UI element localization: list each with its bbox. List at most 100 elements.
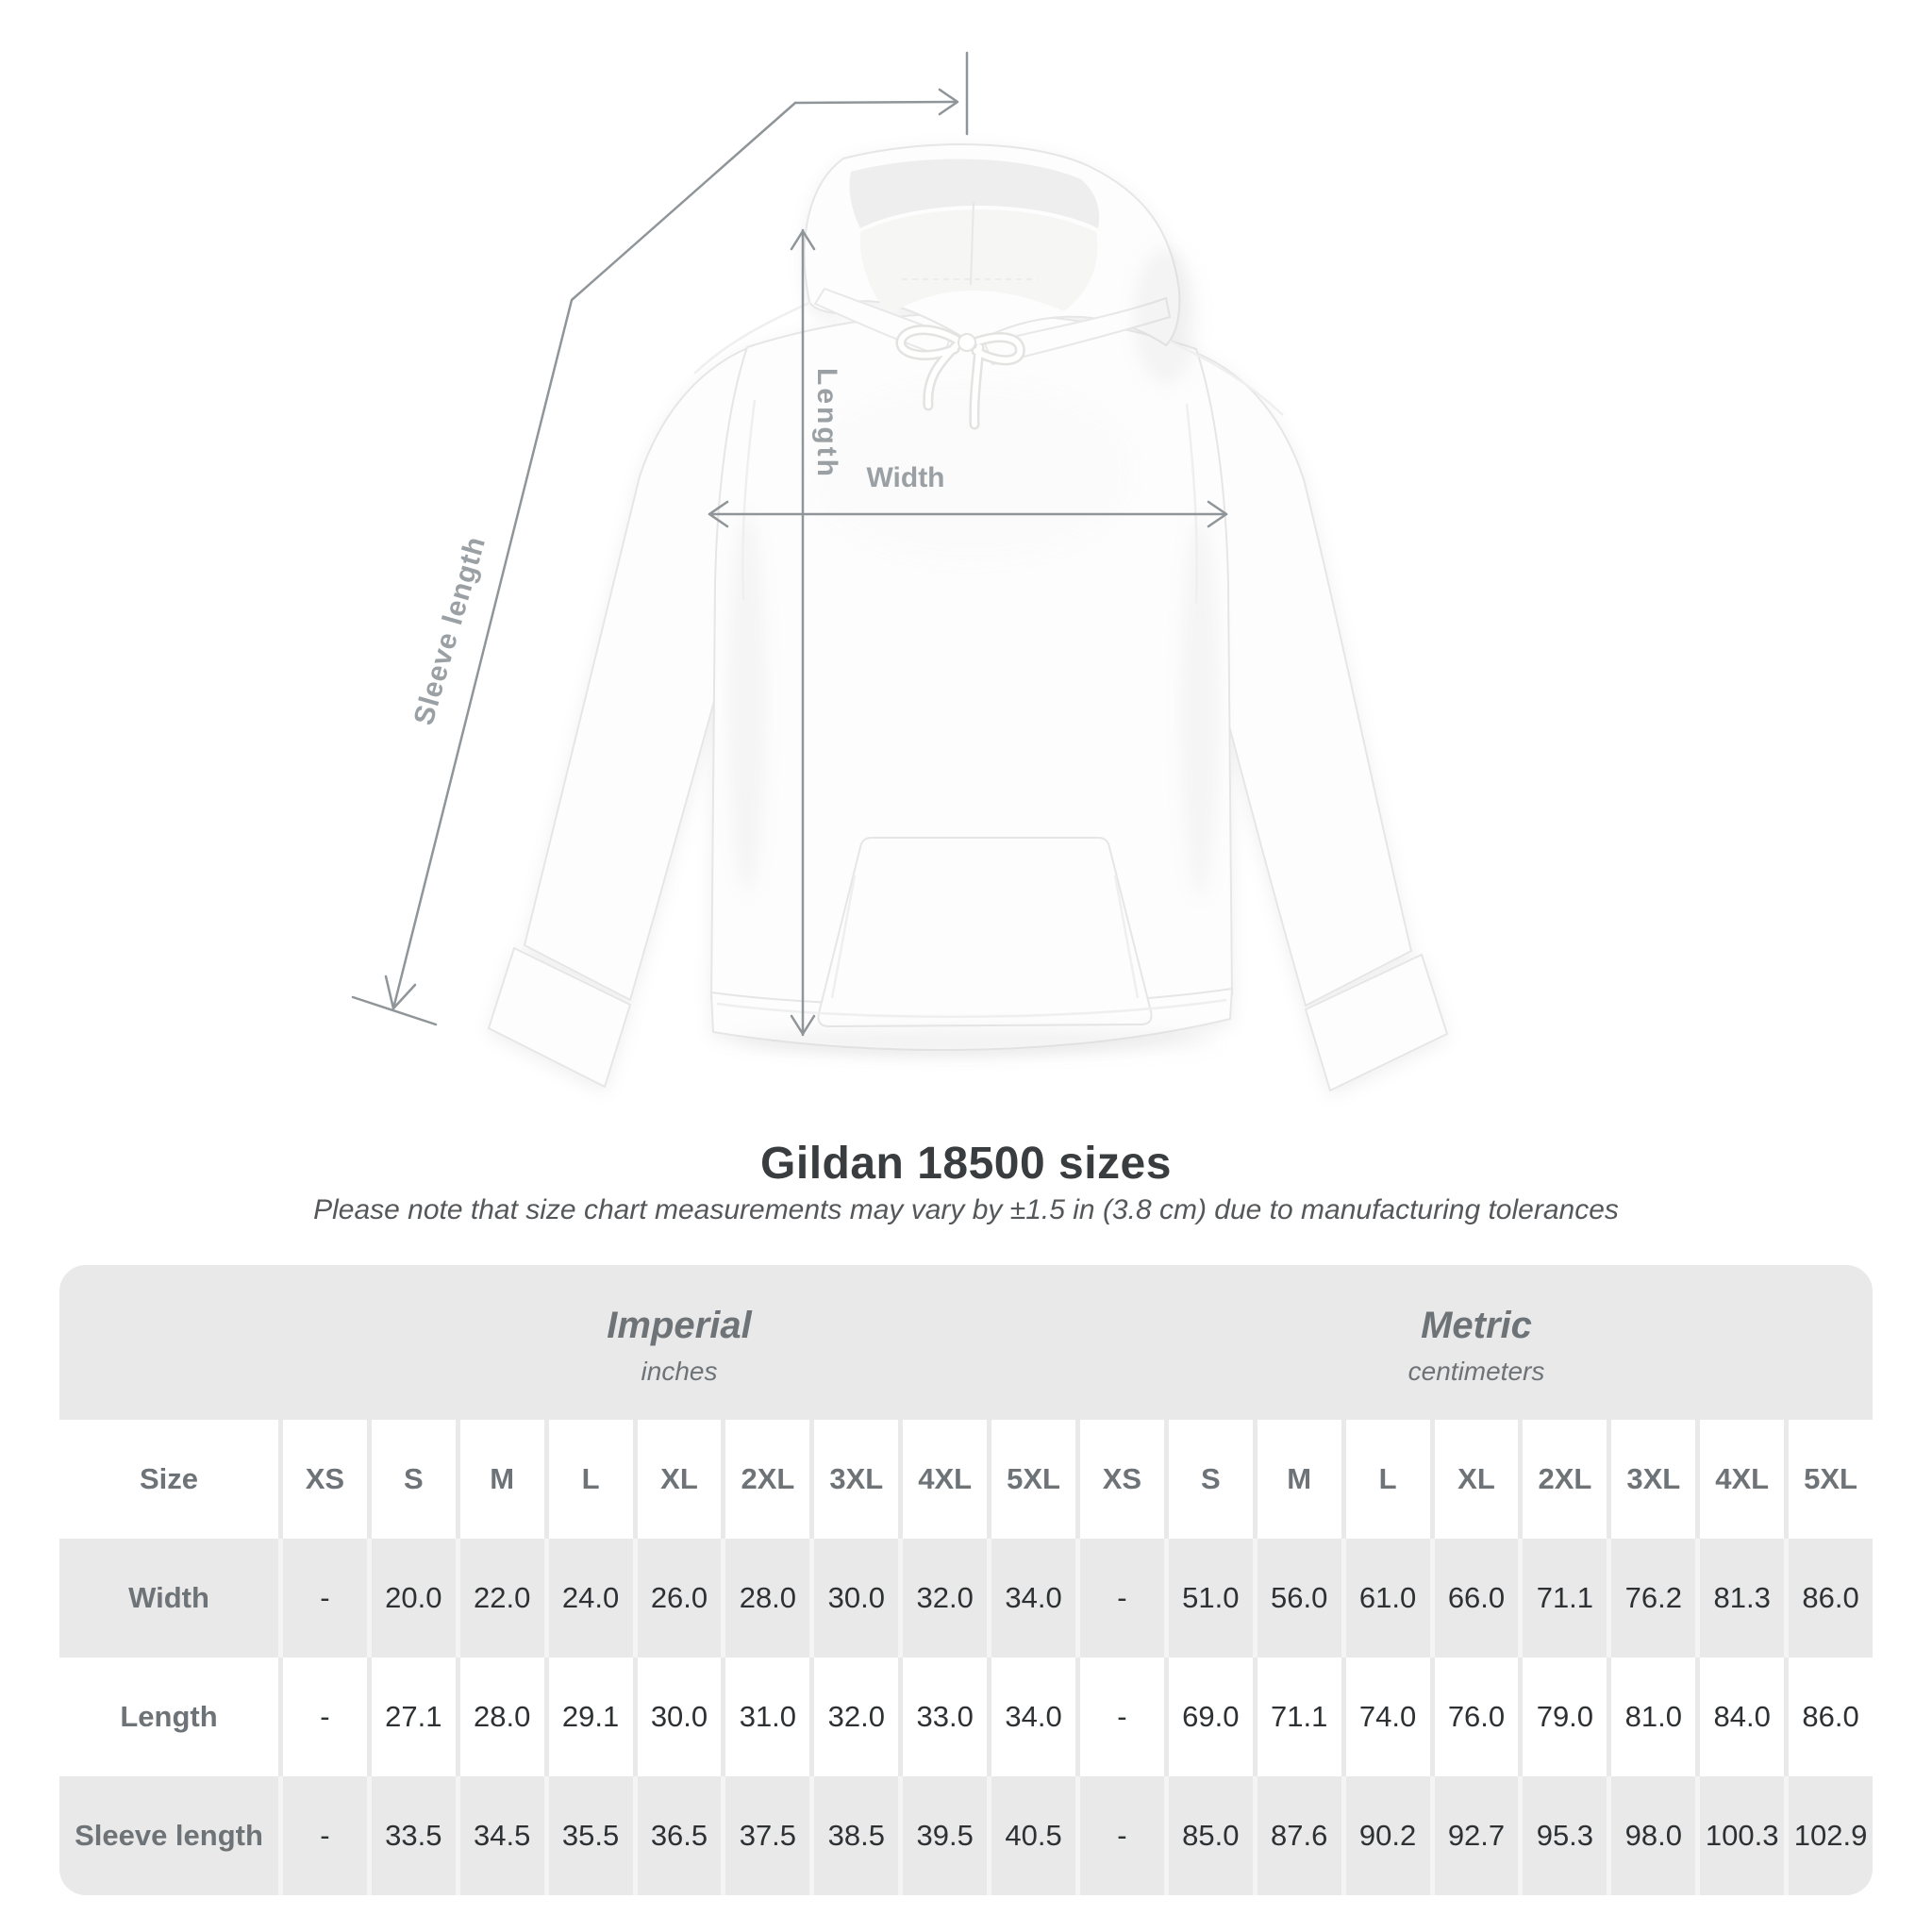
imperial-sublabel: inches	[641, 1356, 718, 1386]
column-header-imperial-5xl: 5XL	[991, 1420, 1075, 1539]
value-cell: -	[1079, 1657, 1164, 1776]
sleeve-end-arrowhead	[384, 974, 417, 1010]
column-header-imperial-s: S	[371, 1420, 456, 1539]
value-cell: 84.0	[1700, 1657, 1785, 1776]
value-cell: 20.0	[371, 1539, 456, 1657]
value-cell: -	[283, 1657, 367, 1776]
value-cell: 32.0	[814, 1657, 899, 1776]
value-cell: 102.9	[1789, 1776, 1873, 1895]
drawcord-bow	[895, 325, 1025, 430]
soft-shadows	[728, 248, 1219, 1054]
column-header-imperial-xl: XL	[637, 1420, 722, 1539]
value-cell: 87.6	[1257, 1776, 1341, 1895]
value-cell: 51.0	[1168, 1539, 1253, 1657]
measurement-row-width: Width -20.0 22.0 24.0 26.0 28.0 30.0 32.0 34.0-5…	[59, 1539, 1873, 1657]
value-cell: -	[1079, 1776, 1164, 1895]
sleeve-length-line	[391, 101, 797, 1010]
value-cell: 76.0	[1434, 1657, 1519, 1776]
value-cell: 30.0	[637, 1657, 722, 1776]
sleeve-length-leader	[793, 100, 958, 105]
value-cell: 33.5	[371, 1776, 456, 1895]
hood-back-panel	[859, 209, 1098, 315]
pocket-right-stitch	[1113, 874, 1140, 999]
column-header-metric-m: M	[1257, 1420, 1341, 1539]
value-cell: 28.0	[725, 1539, 810, 1657]
size-table: Imperial inches Metric centimeters Size X…	[59, 1265, 1873, 1895]
table-rows: Size XS S M L XL 2XL 3XL 4XL 5XL XS S M L XL 2XL 3XL 4XL 5…	[59, 1420, 1873, 1895]
column-header-imperial-l: L	[548, 1420, 633, 1539]
value-cell: 79.0	[1523, 1657, 1607, 1776]
width-right-arrowhead	[1207, 500, 1228, 528]
left-shoulder-seam	[693, 300, 812, 375]
value-cell: 34.0	[991, 1657, 1075, 1776]
value-cell: 86.0	[1789, 1539, 1873, 1657]
column-header-metric-xl: XL	[1434, 1420, 1519, 1539]
value-cell: 81.0	[1611, 1657, 1696, 1776]
value-cell: 37.5	[725, 1776, 810, 1895]
column-header-imperial-xs: XS	[283, 1420, 367, 1539]
size-header-row: Size XS S M L XL 2XL 3XL 4XL 5XL XS S M L XL 2XL 3XL 4XL 5…	[59, 1420, 1873, 1539]
value-cell: 35.5	[548, 1776, 633, 1895]
column-header-metric-4xl: 4XL	[1700, 1420, 1785, 1539]
measurement-row-length: Length -27.1 28.0 29.1 30.0 31.0 32.0 33.0 34.0-…	[59, 1657, 1873, 1776]
column-header-metric-2xl: 2XL	[1523, 1420, 1607, 1539]
hoodie-diagram	[351, 51, 1448, 1091]
hood-interior	[813, 158, 1172, 366]
value-cell: 81.3	[1700, 1539, 1785, 1657]
value-cell: 32.0	[903, 1539, 988, 1657]
column-header-metric-xs: XS	[1079, 1420, 1164, 1539]
value-cell: 34.0	[991, 1539, 1075, 1657]
value-cell: 61.0	[1345, 1539, 1430, 1657]
value-cell: 39.5	[903, 1776, 988, 1895]
value-cell: -	[283, 1539, 367, 1657]
hoodie-left-cuff	[488, 947, 631, 1088]
value-cell: 92.7	[1434, 1776, 1519, 1895]
row-label: Sleeve length	[59, 1776, 278, 1895]
value-cell: 27.1	[371, 1657, 456, 1776]
metric-group-header: Metric centimeters	[1080, 1265, 1873, 1420]
value-cell: 76.2	[1611, 1539, 1696, 1657]
imperial-group-header: Imperial inches	[283, 1265, 1075, 1420]
metric-sublabel: centimeters	[1407, 1356, 1545, 1386]
column-header-metric-5xl: 5XL	[1789, 1420, 1873, 1539]
width-left-arrowhead	[708, 500, 729, 528]
measurement-lines	[351, 51, 1228, 1037]
value-cell: 40.5	[991, 1776, 1075, 1895]
value-cell: 29.1	[548, 1657, 633, 1776]
value-cell: 98.0	[1611, 1776, 1696, 1895]
value-cell: 74.0	[1345, 1657, 1430, 1776]
value-cell: 31.0	[725, 1657, 810, 1776]
value-cell: 69.0	[1168, 1657, 1253, 1776]
pocket-left-stitch	[830, 874, 857, 999]
column-header-metric-s: S	[1168, 1420, 1253, 1539]
value-cell: 22.0	[459, 1539, 544, 1657]
value-cell: 86.0	[1789, 1657, 1873, 1776]
value-cell: 38.5	[814, 1776, 899, 1895]
size-header-cell: Size	[59, 1420, 278, 1539]
hood-opening-shadow	[849, 158, 1100, 228]
value-cell: 33.0	[903, 1657, 988, 1776]
metric-label: Metric	[1421, 1304, 1532, 1346]
value-cell: 56.0	[1257, 1539, 1341, 1657]
sleeve-leader-arrowhead	[938, 88, 959, 116]
width-measurement-label: Width	[866, 462, 945, 493]
value-cell: 90.2	[1345, 1776, 1430, 1895]
length-bottom-arrowhead	[790, 1014, 816, 1036]
row-label: Length	[59, 1657, 278, 1776]
column-header-metric-3xl: 3XL	[1611, 1420, 1696, 1539]
imperial-label: Imperial	[607, 1304, 752, 1346]
value-cell: 95.3	[1523, 1776, 1607, 1895]
length-measurement-label: Length	[811, 368, 842, 479]
value-cell: 71.1	[1523, 1539, 1607, 1657]
value-cell: 26.0	[637, 1539, 722, 1657]
hem-stitch	[716, 998, 1227, 1019]
value-cell: 30.0	[814, 1539, 899, 1657]
page-title: Gildan 18500 sizes	[760, 1139, 1172, 1189]
column-header-imperial-3xl: 3XL	[814, 1420, 899, 1539]
value-cell: 28.0	[459, 1657, 544, 1776]
unit-group-header-row: Imperial inches Metric centimeters	[59, 1265, 1873, 1420]
right-shoulder-seam	[1169, 340, 1284, 416]
column-header-imperial-2xl: 2XL	[725, 1420, 810, 1539]
value-cell: 66.0	[1434, 1539, 1519, 1657]
